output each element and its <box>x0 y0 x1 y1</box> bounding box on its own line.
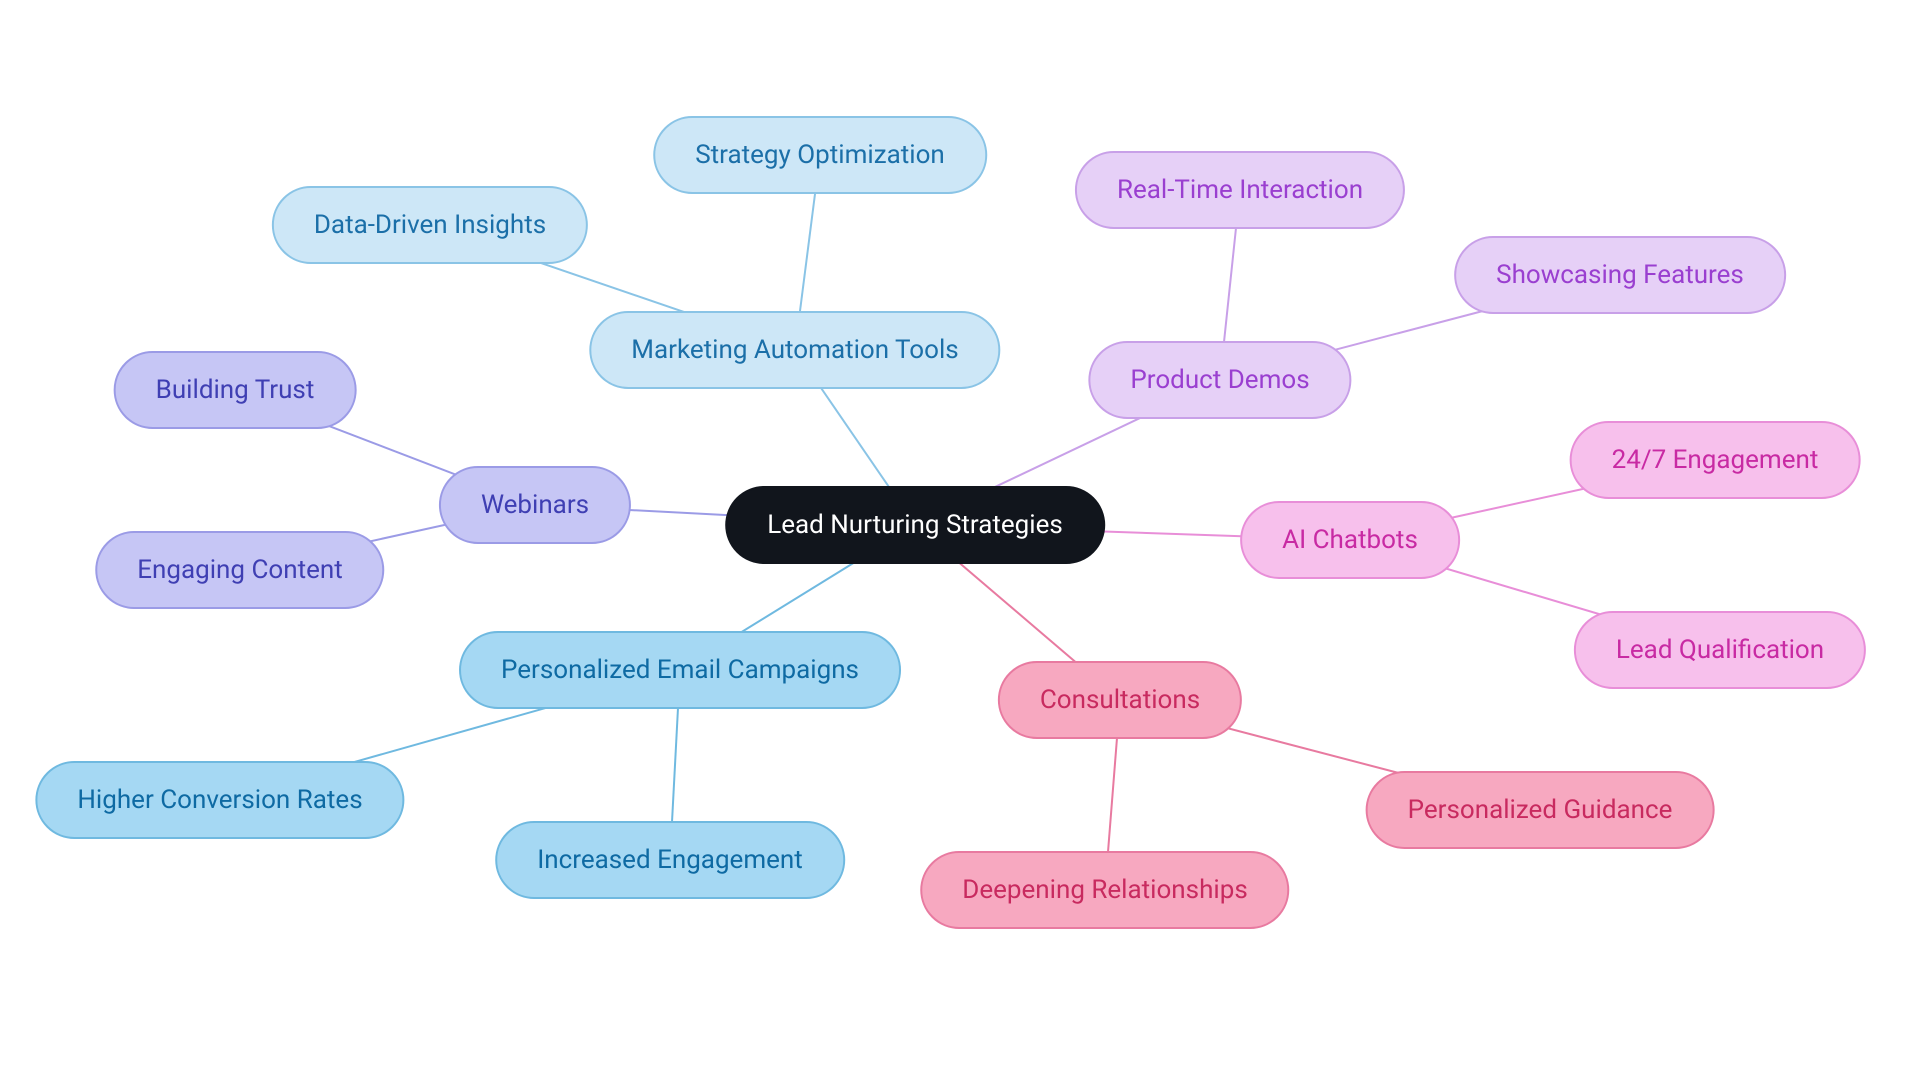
node-con: Consultations <box>998 661 1242 739</box>
node-center: Lead Nurturing Strategies <box>725 486 1105 564</box>
node-hcr: Higher Conversion Rates <box>35 761 404 839</box>
node-mat: Marketing Automation Tools <box>589 311 1000 389</box>
node-dr: Deepening Relationships <box>920 851 1289 929</box>
node-lq: Lead Qualification <box>1574 611 1866 689</box>
node-pd: Product Demos <box>1088 341 1351 419</box>
node-ai: AI Chatbots <box>1240 501 1460 579</box>
node-sf: Showcasing Features <box>1454 236 1786 314</box>
node-ec: Engaging Content <box>95 531 384 609</box>
node-so: Strategy Optimization <box>653 116 987 194</box>
node-e247: 24/7 Engagement <box>1570 421 1861 499</box>
node-bt: Building Trust <box>114 351 357 429</box>
node-web: Webinars <box>439 466 631 544</box>
node-pec: Personalized Email Campaigns <box>459 631 901 709</box>
mindmap-canvas: { "diagram": { "type": "mindmap", "backg… <box>0 0 1920 1083</box>
node-ie: Increased Engagement <box>495 821 845 899</box>
node-pg: Personalized Guidance <box>1366 771 1715 849</box>
node-ddi: Data-Driven Insights <box>272 186 588 264</box>
node-rti: Real-Time Interaction <box>1075 151 1405 229</box>
